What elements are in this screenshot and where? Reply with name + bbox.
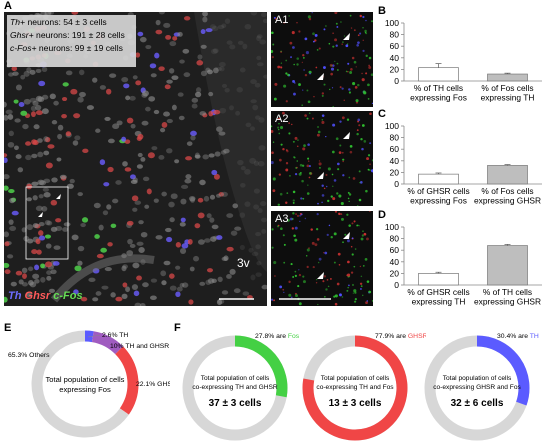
panel-label-a: A xyxy=(4,0,12,12)
category-label: expressing GHSR xyxy=(474,297,541,307)
donut-center-label: Total population of cells xyxy=(46,375,125,384)
donut-center-label: expressing Fos xyxy=(59,385,111,394)
donut-center-label: Total population of cells xyxy=(201,375,270,382)
category-label: % of Fos cells xyxy=(481,186,533,196)
micrograph-a2: A2 xyxy=(271,111,373,206)
bar xyxy=(487,165,528,185)
ventricle-label: 3v xyxy=(237,256,250,270)
stat-ghsr: Ghsr+ neurons: 191 ± 28 cells xyxy=(10,30,125,40)
y-tick-label: 40 xyxy=(390,53,400,63)
y-tick-label: 20 xyxy=(390,268,400,278)
panel-label-a1: A1 xyxy=(275,14,289,26)
legend-fos: c-Fos xyxy=(53,290,83,302)
donut-chart-f1: 27.8% are Fos Total population of cells co… xyxy=(182,333,300,441)
slice-label: 65.3% Others xyxy=(8,352,50,359)
donut-slice xyxy=(476,335,530,406)
y-tick-label: 100 xyxy=(385,121,399,131)
bar xyxy=(418,67,459,82)
y-tick-label: 80 xyxy=(390,133,400,143)
panel-label-a2: A2 xyxy=(275,113,289,125)
y-tick-label: 40 xyxy=(390,156,400,166)
bar xyxy=(487,245,528,286)
category-label: % of Fos cells xyxy=(481,83,533,93)
slice-label: 77.9% are GHSR xyxy=(375,333,426,340)
slice-label: 22.1% GHSR xyxy=(136,381,170,388)
y-tick-label: 40 xyxy=(390,257,400,267)
cell-count-box: Th+ neurons: 54 ± 3 cells Ghsr+ neurons:… xyxy=(7,15,136,67)
donut-slice xyxy=(115,346,139,415)
category-label: expressing Fos xyxy=(410,196,467,206)
y-tick-label: 60 xyxy=(390,41,400,51)
micrograph-a3: A3 xyxy=(271,211,373,306)
donut-center-label: co-expressing TH and GHSR xyxy=(192,384,278,391)
cell-count: 37 ± 3 cells xyxy=(209,398,262,409)
donut-slice xyxy=(234,335,288,398)
donut-center-label: co-expressing GHSR and Fos xyxy=(433,384,521,391)
y-tick-label: 20 xyxy=(390,64,400,74)
y-tick-label: 80 xyxy=(390,30,400,40)
slice-label: 30.4% are TH xyxy=(497,333,539,340)
donut-center-label: co-expressing TH and Fos xyxy=(316,384,394,391)
bar xyxy=(418,273,459,286)
cell-count: 32 ± 6 cells xyxy=(451,398,504,409)
panel-label-d: D xyxy=(378,209,386,221)
y-tick-label: 0 xyxy=(394,179,399,189)
y-tick-label: 0 xyxy=(394,76,399,86)
donut-slice xyxy=(31,330,129,438)
bar xyxy=(418,173,459,185)
cell-count: 13 ± 3 cells xyxy=(329,398,382,409)
panel-label-f: F xyxy=(174,322,181,334)
donut-slice xyxy=(84,330,94,343)
category-label: expressing TH xyxy=(412,297,466,307)
donut-slice xyxy=(302,335,408,441)
micrograph-a1: A1 xyxy=(271,12,373,107)
donut-chart-f3: 30.4% are TH Total population of cells co-… xyxy=(424,333,539,441)
y-tick-label: 100 xyxy=(385,18,399,28)
donut-slice xyxy=(91,331,124,355)
y-tick-label: 0 xyxy=(394,280,399,290)
stat-fos: c-Fos+ neurons: 99 ± 19 cells xyxy=(10,43,123,53)
donut-chart-f2: 77.9% are GHSR Total population of cells c… xyxy=(302,333,426,441)
bar xyxy=(487,73,528,82)
legend-th: Th xyxy=(8,290,22,302)
stain-legend: Th Ghsr c-Fos xyxy=(8,290,83,302)
micrograph-main: Th+ neurons: 54 ± 3 cells Ghsr+ neurons:… xyxy=(4,12,267,306)
panel-label-a3: A3 xyxy=(275,213,289,225)
y-tick-label: 60 xyxy=(390,245,400,255)
donut-center-label: Total population of cells xyxy=(321,375,390,382)
slice-label: 2.6% TH xyxy=(102,332,128,339)
category-label: % of TH cells xyxy=(414,83,463,93)
panel-label-e: E xyxy=(4,322,12,334)
donut-center-label: Total population of cells xyxy=(443,375,512,382)
category-label: expressing GHSR xyxy=(474,196,541,206)
stat-th: Th+ neurons: 54 ± 3 cells xyxy=(10,17,107,27)
category-label: % of GHSR cells xyxy=(407,287,469,297)
y-tick-label: 80 xyxy=(390,234,400,244)
y-tick-label: 60 xyxy=(390,144,400,154)
slice-label: 27.8% are Fos xyxy=(255,333,300,340)
slice-label: 10% TH and GHSR xyxy=(110,343,169,350)
category-label: % of GHSR cells xyxy=(407,186,469,196)
y-tick-label: 20 xyxy=(390,167,400,177)
leader-line xyxy=(87,334,101,338)
legend-ghsr: Ghsr xyxy=(24,290,51,302)
panel-label-b: B xyxy=(378,5,386,17)
y-tick-label: 100 xyxy=(385,222,399,232)
category-label: expressing Fos xyxy=(410,93,467,103)
panel-label-c: C xyxy=(378,108,386,120)
category-label: expressing TH xyxy=(481,93,535,103)
category-label: % of TH cells xyxy=(483,287,532,297)
